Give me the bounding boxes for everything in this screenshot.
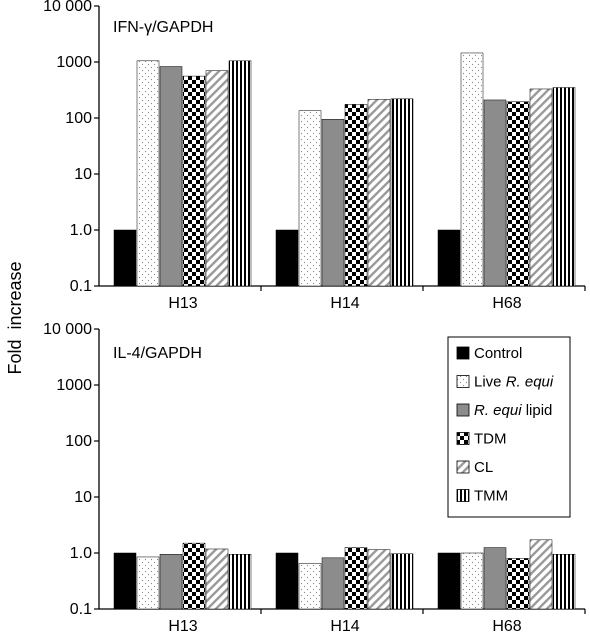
- bar-tmm-h68: [552, 553, 576, 610]
- x-tick-label: H14: [330, 618, 359, 635]
- legend-label-part: TDM: [474, 431, 507, 448]
- bar-live-r-equi-h13: [136, 556, 160, 610]
- legend-label-part: TMM: [474, 488, 508, 505]
- legend-swatch-live-r-equi: [456, 375, 470, 388]
- bar-control-h68: [437, 552, 461, 610]
- legend-box: [447, 336, 571, 518]
- bar-cl-h14: [367, 99, 391, 287]
- legend-label: Control: [474, 345, 522, 362]
- bar-live-r-equi-h68: [460, 552, 484, 610]
- x-tick-label: H68: [492, 295, 521, 312]
- bar-live-r-equi-h68: [460, 52, 484, 287]
- bar-tdm-h68: [506, 101, 530, 287]
- bar-tmm-h13: [228, 553, 252, 610]
- bar-live-r-equi-h14: [298, 110, 322, 287]
- bar-control-h68: [437, 229, 461, 287]
- panel-title: IFN-γ/GAPDH: [113, 19, 213, 36]
- y-tick-label: 10: [74, 489, 92, 506]
- legend-swatch-tdm: [456, 432, 470, 445]
- legend-label-part: CL: [474, 459, 493, 476]
- bar-cl-h68: [529, 88, 553, 287]
- legend-swatch-control: [456, 346, 470, 360]
- bar-cl-h13: [205, 70, 229, 287]
- legend-label-part: lipid: [522, 402, 553, 419]
- bar-tmm-h13: [228, 60, 252, 287]
- legend-swatch-tmm: [456, 489, 470, 502]
- bar-tmm-h14: [390, 553, 414, 610]
- y-tick-label: 100: [65, 110, 92, 127]
- y-tick-label: 0.1: [70, 601, 92, 618]
- legend-label: Live R. equi: [474, 374, 554, 391]
- bar-tdm-h13: [182, 75, 206, 287]
- bar-live-r-equi-h13: [136, 60, 160, 287]
- bar-r-equi-lipid-h13: [159, 66, 183, 287]
- legend-label: TDM: [474, 431, 507, 448]
- y-axis-label: Fold increase: [5, 261, 25, 374]
- legend-swatch-cl: [456, 460, 470, 474]
- bar-tmm-h14: [390, 98, 414, 287]
- chart-panel-ifn-gamma: 0.1 1.0 10 100 1000 10 000 H13 H14 H68 IFN-γ/GAPD…: [43, 0, 586, 312]
- bar-cl-h13: [205, 548, 229, 610]
- x-tick-label: H13: [168, 618, 197, 635]
- x-tick-label: H13: [168, 295, 197, 312]
- y-tick-label: 1.0: [70, 545, 92, 562]
- bar-tdm-h14: [344, 104, 368, 287]
- legend-label-part: Control: [474, 345, 522, 362]
- bar-tmm-h68: [552, 87, 576, 287]
- bar-r-equi-lipid-h13: [159, 553, 183, 610]
- bar-tdm-h13: [182, 542, 206, 610]
- bar-control-h14: [275, 229, 299, 287]
- bar-r-equi-lipid-h14: [321, 118, 345, 287]
- legend-swatch-r-equi-lipid: [456, 403, 470, 417]
- panel-title: IL-4/GAPDH: [113, 345, 202, 362]
- bar-control-h14: [275, 552, 299, 610]
- legend-label-part: R. equi: [474, 402, 522, 419]
- y-tick-label: 0.1: [70, 278, 92, 295]
- y-tick-label: 10: [74, 166, 92, 183]
- bar-cl-h14: [367, 549, 391, 610]
- bar-control-h13: [113, 552, 137, 610]
- chart-panel-il4: 0.1 1.0 10 100 1000 10 000 H13 H14 H68 IL-4/GAPDH…: [43, 321, 586, 635]
- bar-tdm-h14: [344, 547, 368, 610]
- bar-r-equi-lipid-h68: [483, 547, 507, 610]
- legend-label-part: R. equi: [506, 374, 554, 391]
- bar-cl-h68: [529, 539, 553, 610]
- bar-tdm-h68: [506, 558, 530, 610]
- bar-r-equi-lipid-h14: [321, 557, 345, 610]
- legend-label-part: Live: [474, 374, 506, 391]
- bar-live-r-equi-h14: [298, 563, 322, 610]
- legend-label: R. equi lipid: [474, 402, 552, 419]
- bar-control-h13: [113, 229, 137, 287]
- y-tick-label: 1.0: [70, 222, 92, 239]
- y-tick-label: 1000: [56, 54, 92, 71]
- y-tick-label: 10 000: [43, 321, 92, 338]
- x-tick-label: H68: [492, 618, 521, 635]
- x-tick-label: H14: [330, 295, 359, 312]
- bar-r-equi-lipid-h68: [483, 99, 507, 287]
- legend-label: TMM: [474, 488, 508, 505]
- y-tick-label: 10 000: [43, 0, 92, 15]
- y-tick-label: 1000: [56, 377, 92, 394]
- legend-label: CL: [474, 459, 493, 476]
- y-tick-label: 100: [65, 433, 92, 450]
